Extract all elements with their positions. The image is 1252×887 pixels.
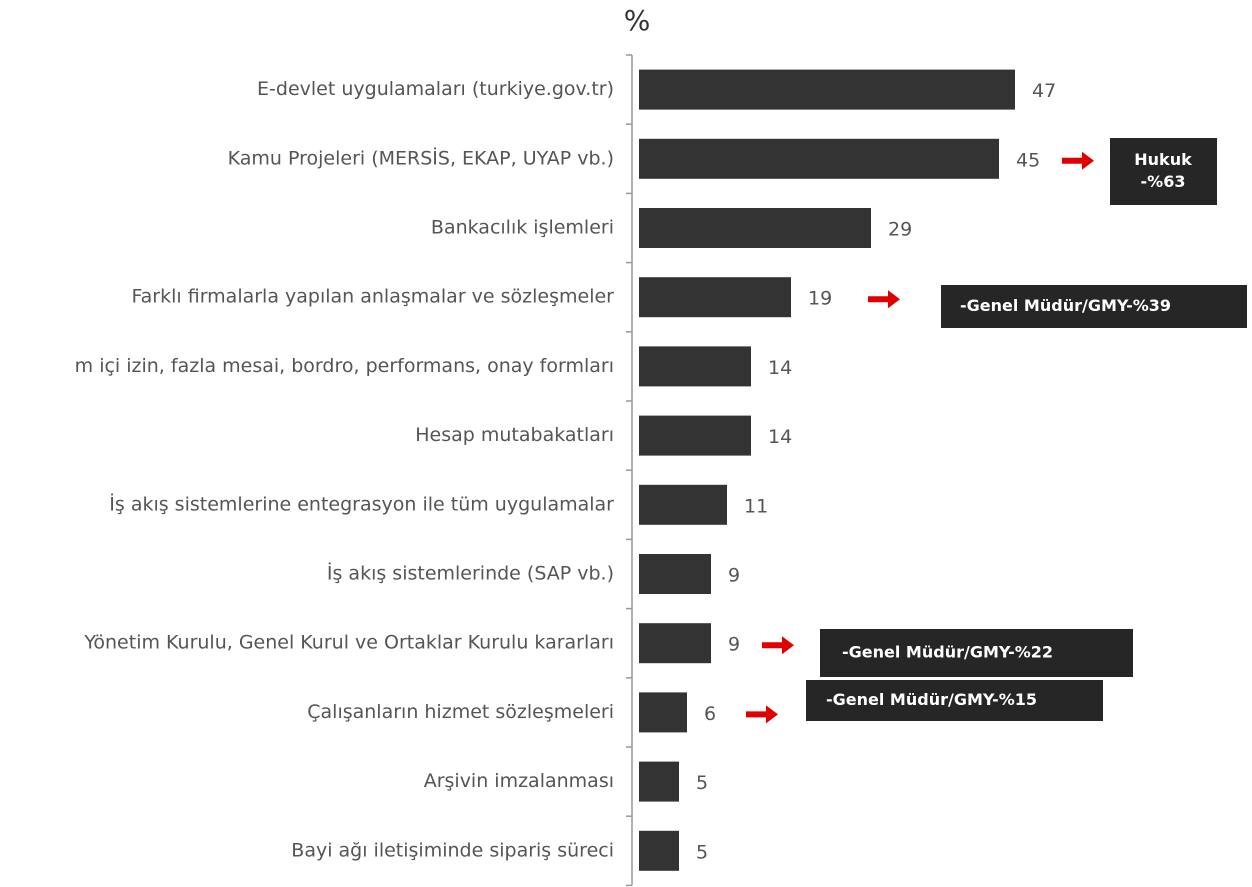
annotation-box xyxy=(941,285,1247,328)
value-label: 19 xyxy=(808,288,832,310)
value-label: 5 xyxy=(696,772,708,794)
chart-title: % xyxy=(624,4,651,37)
bar xyxy=(639,138,999,179)
category-label: Bayi ağı iletişiminde sipariş süreci xyxy=(291,839,614,861)
category-label: Bankacılık işlemleri xyxy=(431,217,614,239)
bar xyxy=(639,277,791,318)
value-label: 45 xyxy=(1016,149,1040,171)
bar xyxy=(639,830,679,871)
value-label: 9 xyxy=(728,565,740,587)
category-label: Farklı firmalarla yapılan anlaşmalar ve … xyxy=(131,286,614,308)
bar xyxy=(639,554,711,594)
annotation-text: -Genel Müdür/GMY-%39 xyxy=(960,296,1171,315)
bar xyxy=(639,69,1015,110)
category-label: İş akış sistemlerine entegrasyon ile tüm… xyxy=(109,492,614,515)
annotation-text: Hukuk xyxy=(1134,150,1192,169)
value-label: 14 xyxy=(768,426,792,448)
annotation-box xyxy=(1110,138,1217,205)
annotation-text: -Genel Müdür/GMY-%22 xyxy=(842,643,1053,662)
category-label: Yönetim Kurulu, Genel Kurul ve Ortaklar … xyxy=(83,632,614,654)
bar xyxy=(639,346,751,387)
annotation-box xyxy=(820,629,1133,677)
bar xyxy=(639,623,711,664)
arrow xyxy=(762,636,794,655)
category-label: E-devlet uygulamaları (turkiye.gov.tr) xyxy=(257,78,614,100)
bar xyxy=(639,484,727,525)
category-label: Çalışanların hizmet sözleşmeleri xyxy=(307,701,614,723)
value-label: 14 xyxy=(768,357,792,379)
category-label: Hesap mutabakatları xyxy=(415,424,614,446)
arrow xyxy=(1062,151,1094,170)
arrow xyxy=(868,290,900,309)
bar xyxy=(639,415,751,456)
bar xyxy=(639,692,687,733)
arrow xyxy=(746,705,778,724)
value-label: 6 xyxy=(704,703,716,725)
annotation-text: -Genel Müdür/GMY-%15 xyxy=(826,690,1037,709)
annotation-box xyxy=(806,680,1103,721)
category-label: İş akış sistemlerinde (SAP vb.) xyxy=(327,562,614,585)
category-label: Kamu Projeleri (MERSİS, EKAP, UYAP vb.) xyxy=(228,146,614,169)
value-label: 9 xyxy=(728,634,740,656)
category-label: Arşivin imzalanması xyxy=(424,770,614,792)
value-label: 29 xyxy=(888,219,912,241)
category-label: m içi izin, fazla mesai, bordro, perform… xyxy=(75,355,614,377)
bar xyxy=(639,208,871,248)
value-label: 5 xyxy=(696,841,708,863)
bar xyxy=(639,761,679,802)
value-label: 11 xyxy=(744,495,768,517)
annotation-text: -%63 xyxy=(1141,172,1186,191)
value-label: 47 xyxy=(1032,80,1056,102)
